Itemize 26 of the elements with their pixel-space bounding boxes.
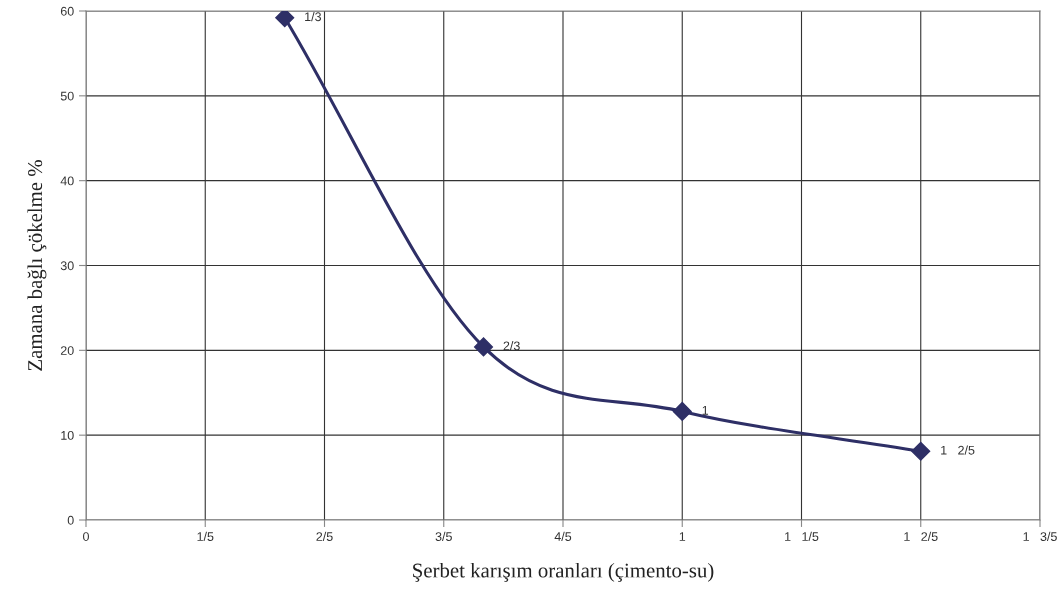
annotation: 1/3	[305, 11, 321, 22]
x-tick-label: 1 3/5	[1023, 531, 1057, 541]
y-tick-label: 0	[67, 515, 74, 525]
annotation: 2/3	[503, 341, 520, 351]
y-tick-label: 40	[60, 176, 74, 186]
x-tick-label: 0	[83, 532, 89, 541]
point	[473, 337, 494, 357]
x-tick-label: 1	[679, 532, 686, 541]
x-tick-label: 1 2/5	[904, 531, 938, 541]
y-tick-label: 10	[61, 430, 74, 440]
annotation: 1 2/5	[941, 445, 975, 455]
point	[672, 401, 692, 421]
x-axis-title: Şerbet karışım oranları (çimento-su)	[413, 562, 714, 582]
y-axis-title: Zamana bağlı çökelme %	[27, 160, 47, 371]
y-tick-label: 30	[60, 261, 74, 271]
x-tick-label: 1/5	[197, 531, 214, 541]
point	[911, 441, 931, 461]
annotation: 1	[702, 406, 709, 415]
x-tick-label: 3/5	[435, 531, 452, 541]
x-tick-label: 4/5	[554, 531, 572, 541]
y-tick-label: 50	[60, 91, 74, 101]
point	[275, 11, 295, 28]
x-tick-label: 2/5	[316, 531, 333, 541]
x-tick-label: 1 1/5	[785, 531, 819, 541]
y-tick-label: 60	[60, 6, 74, 16]
y-tick-label: 20	[60, 346, 74, 355]
